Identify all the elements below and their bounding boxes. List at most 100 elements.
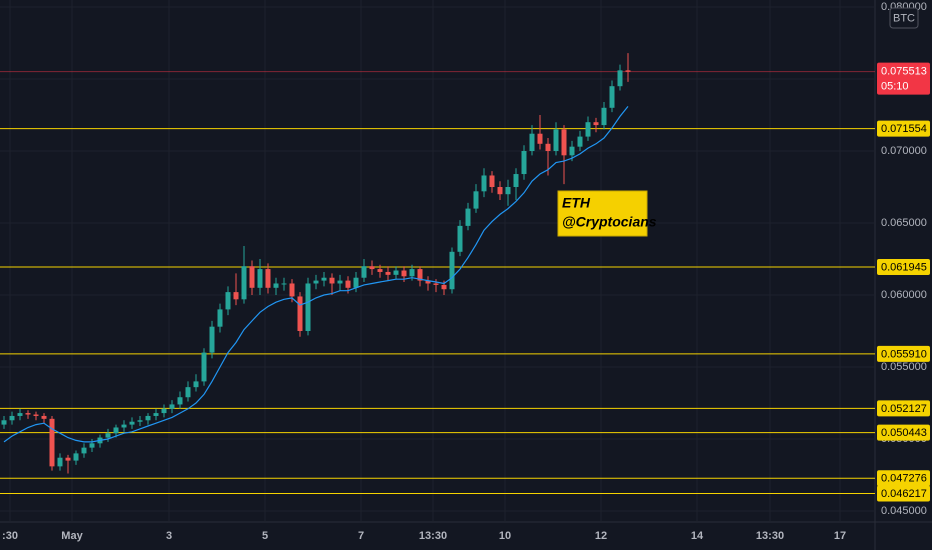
- x-tick-label: 14: [691, 530, 704, 542]
- last-price-label: 0.075513: [881, 66, 927, 78]
- candle-body: [337, 280, 343, 284]
- candle-body: [545, 143, 551, 151]
- candle-body: [41, 415, 47, 419]
- candle-body: [25, 413, 31, 415]
- candle-body: [185, 387, 191, 398]
- level-label: 0.071554: [881, 123, 927, 135]
- moving-average: [3, 106, 629, 443]
- candle-body: [401, 270, 407, 277]
- annotation-text: @Cryptocians: [562, 214, 657, 230]
- candle-body: [249, 266, 255, 288]
- candle-body: [497, 186, 503, 195]
- y-tick-label: 0.045000: [881, 505, 927, 517]
- level-label-box: [877, 424, 930, 441]
- x-tick-label: 13:30: [419, 530, 447, 542]
- candle-body: [105, 433, 111, 438]
- candle-body: [161, 408, 167, 414]
- candle-body: [297, 296, 303, 331]
- y-tick-label: 0.065000: [881, 217, 927, 229]
- level-label-box: [877, 258, 930, 275]
- y-tick-label: 0.055000: [881, 361, 927, 373]
- candle-body: [9, 415, 15, 421]
- candle-body: [129, 421, 135, 425]
- candle-body: [313, 280, 319, 284]
- candle-body: [537, 133, 543, 144]
- candle-body: [457, 225, 463, 252]
- x-tick-label: 10: [499, 530, 511, 542]
- candle-body: [113, 427, 119, 434]
- candle-body: [233, 292, 239, 300]
- candle-body: [121, 424, 127, 428]
- candle-body: [369, 266, 375, 270]
- candle-body: [529, 133, 535, 151]
- candle-body: [425, 280, 431, 284]
- candle-body: [505, 186, 511, 195]
- annotation-box: [557, 190, 648, 237]
- x-tick-label: 13:30: [756, 530, 784, 542]
- candle-body: [57, 457, 63, 467]
- candle-body: [33, 414, 39, 416]
- candle-body: [433, 283, 439, 285]
- candle-body: [577, 136, 583, 147]
- candle-body: [441, 284, 447, 290]
- candle-body: [385, 271, 391, 275]
- candle-body: [585, 122, 591, 137]
- candle-body: [329, 277, 335, 284]
- annotation-text: ETH: [562, 195, 591, 211]
- candle-body: [65, 457, 71, 461]
- candle-body: [417, 269, 423, 281]
- level-label: 0.052127: [881, 403, 927, 415]
- candle-body: [209, 326, 215, 353]
- candle-body: [169, 404, 175, 409]
- x-tick-label: 5: [262, 530, 268, 542]
- candle-body: [153, 413, 159, 416]
- candle-body: [465, 208, 471, 226]
- candle-body: [73, 453, 79, 461]
- candle-body: [345, 280, 351, 288]
- candle-body: [257, 269, 263, 288]
- level-label-box: [877, 485, 930, 502]
- candle-body: [289, 283, 295, 297]
- x-tick-label: 12: [595, 530, 607, 542]
- x-tick-label: :30: [2, 530, 18, 542]
- candle-body: [17, 413, 23, 416]
- level-label: 0.047276: [881, 473, 927, 485]
- candle-body: [593, 122, 599, 126]
- y-tick-label: 0.060000: [881, 289, 927, 301]
- candle-body: [361, 266, 367, 278]
- candle-body: [145, 415, 151, 421]
- level-label-box: [877, 120, 930, 137]
- candle-body: [81, 447, 87, 454]
- candle-body: [353, 277, 359, 288]
- candle-body: [281, 283, 287, 285]
- level-label: 0.061945: [881, 261, 927, 273]
- candle-body: [193, 381, 199, 388]
- annotation: ETH @Cryptocians: [557, 190, 657, 237]
- candle-body: [89, 443, 95, 448]
- candle-body: [321, 277, 327, 281]
- level-label-box: [877, 345, 930, 362]
- candle-body: [305, 283, 311, 331]
- candle-body: [521, 150, 527, 175]
- candle-body: [241, 266, 247, 300]
- currency-label: BTC: [893, 12, 915, 24]
- candle-body: [561, 129, 567, 156]
- candle-body: [409, 269, 415, 277]
- level-label: 0.055910: [881, 348, 927, 360]
- candle-body: [449, 251, 455, 290]
- level-label-box: [877, 400, 930, 417]
- y-tick-label: 0.070000: [881, 145, 927, 157]
- candle-body: [625, 70, 631, 72]
- candle-body: [201, 352, 207, 382]
- x-tick-label: 7: [358, 530, 364, 542]
- candle-body: [265, 269, 271, 288]
- candle-body: [473, 191, 479, 209]
- currency-badge: [889, 7, 919, 29]
- level-label-box: [877, 470, 930, 487]
- candle-body: [569, 146, 575, 156]
- candle-body: [609, 86, 615, 108]
- candle-body: [137, 420, 143, 422]
- level-label: 0.046217: [881, 488, 927, 500]
